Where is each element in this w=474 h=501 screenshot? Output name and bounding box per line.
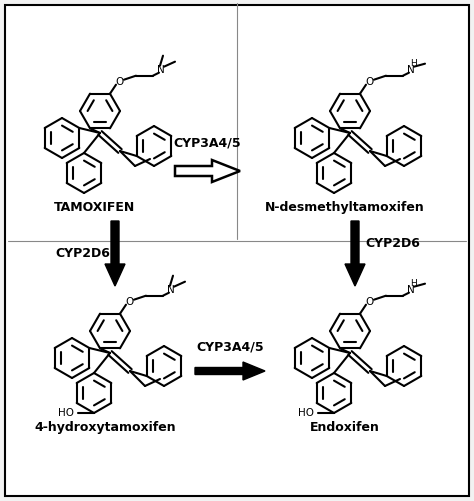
Polygon shape xyxy=(105,221,125,286)
Text: N: N xyxy=(407,65,415,75)
Text: 4-hydroxytamoxifen: 4-hydroxytamoxifen xyxy=(34,421,176,434)
Text: O: O xyxy=(366,297,374,307)
Polygon shape xyxy=(175,160,240,182)
Text: O: O xyxy=(126,297,134,307)
Text: CYP2D6: CYP2D6 xyxy=(55,247,110,260)
Text: N: N xyxy=(407,285,415,295)
Text: CYP3A4/5: CYP3A4/5 xyxy=(173,136,241,149)
Text: H: H xyxy=(410,59,418,68)
Text: CYP3A4/5: CYP3A4/5 xyxy=(196,340,264,353)
Text: H: H xyxy=(410,279,418,288)
Text: N: N xyxy=(167,285,175,295)
Text: CYP2D6: CYP2D6 xyxy=(365,237,420,250)
Text: HO: HO xyxy=(298,408,314,418)
Text: N-desmethyltamoxifen: N-desmethyltamoxifen xyxy=(265,201,425,214)
Text: HO: HO xyxy=(58,408,74,418)
Polygon shape xyxy=(195,362,265,380)
Text: N: N xyxy=(157,65,165,75)
Text: O: O xyxy=(366,77,374,87)
Text: O: O xyxy=(116,77,124,87)
Polygon shape xyxy=(345,221,365,286)
Text: TAMOXIFEN: TAMOXIFEN xyxy=(55,201,136,214)
Text: Endoxifen: Endoxifen xyxy=(310,421,380,434)
